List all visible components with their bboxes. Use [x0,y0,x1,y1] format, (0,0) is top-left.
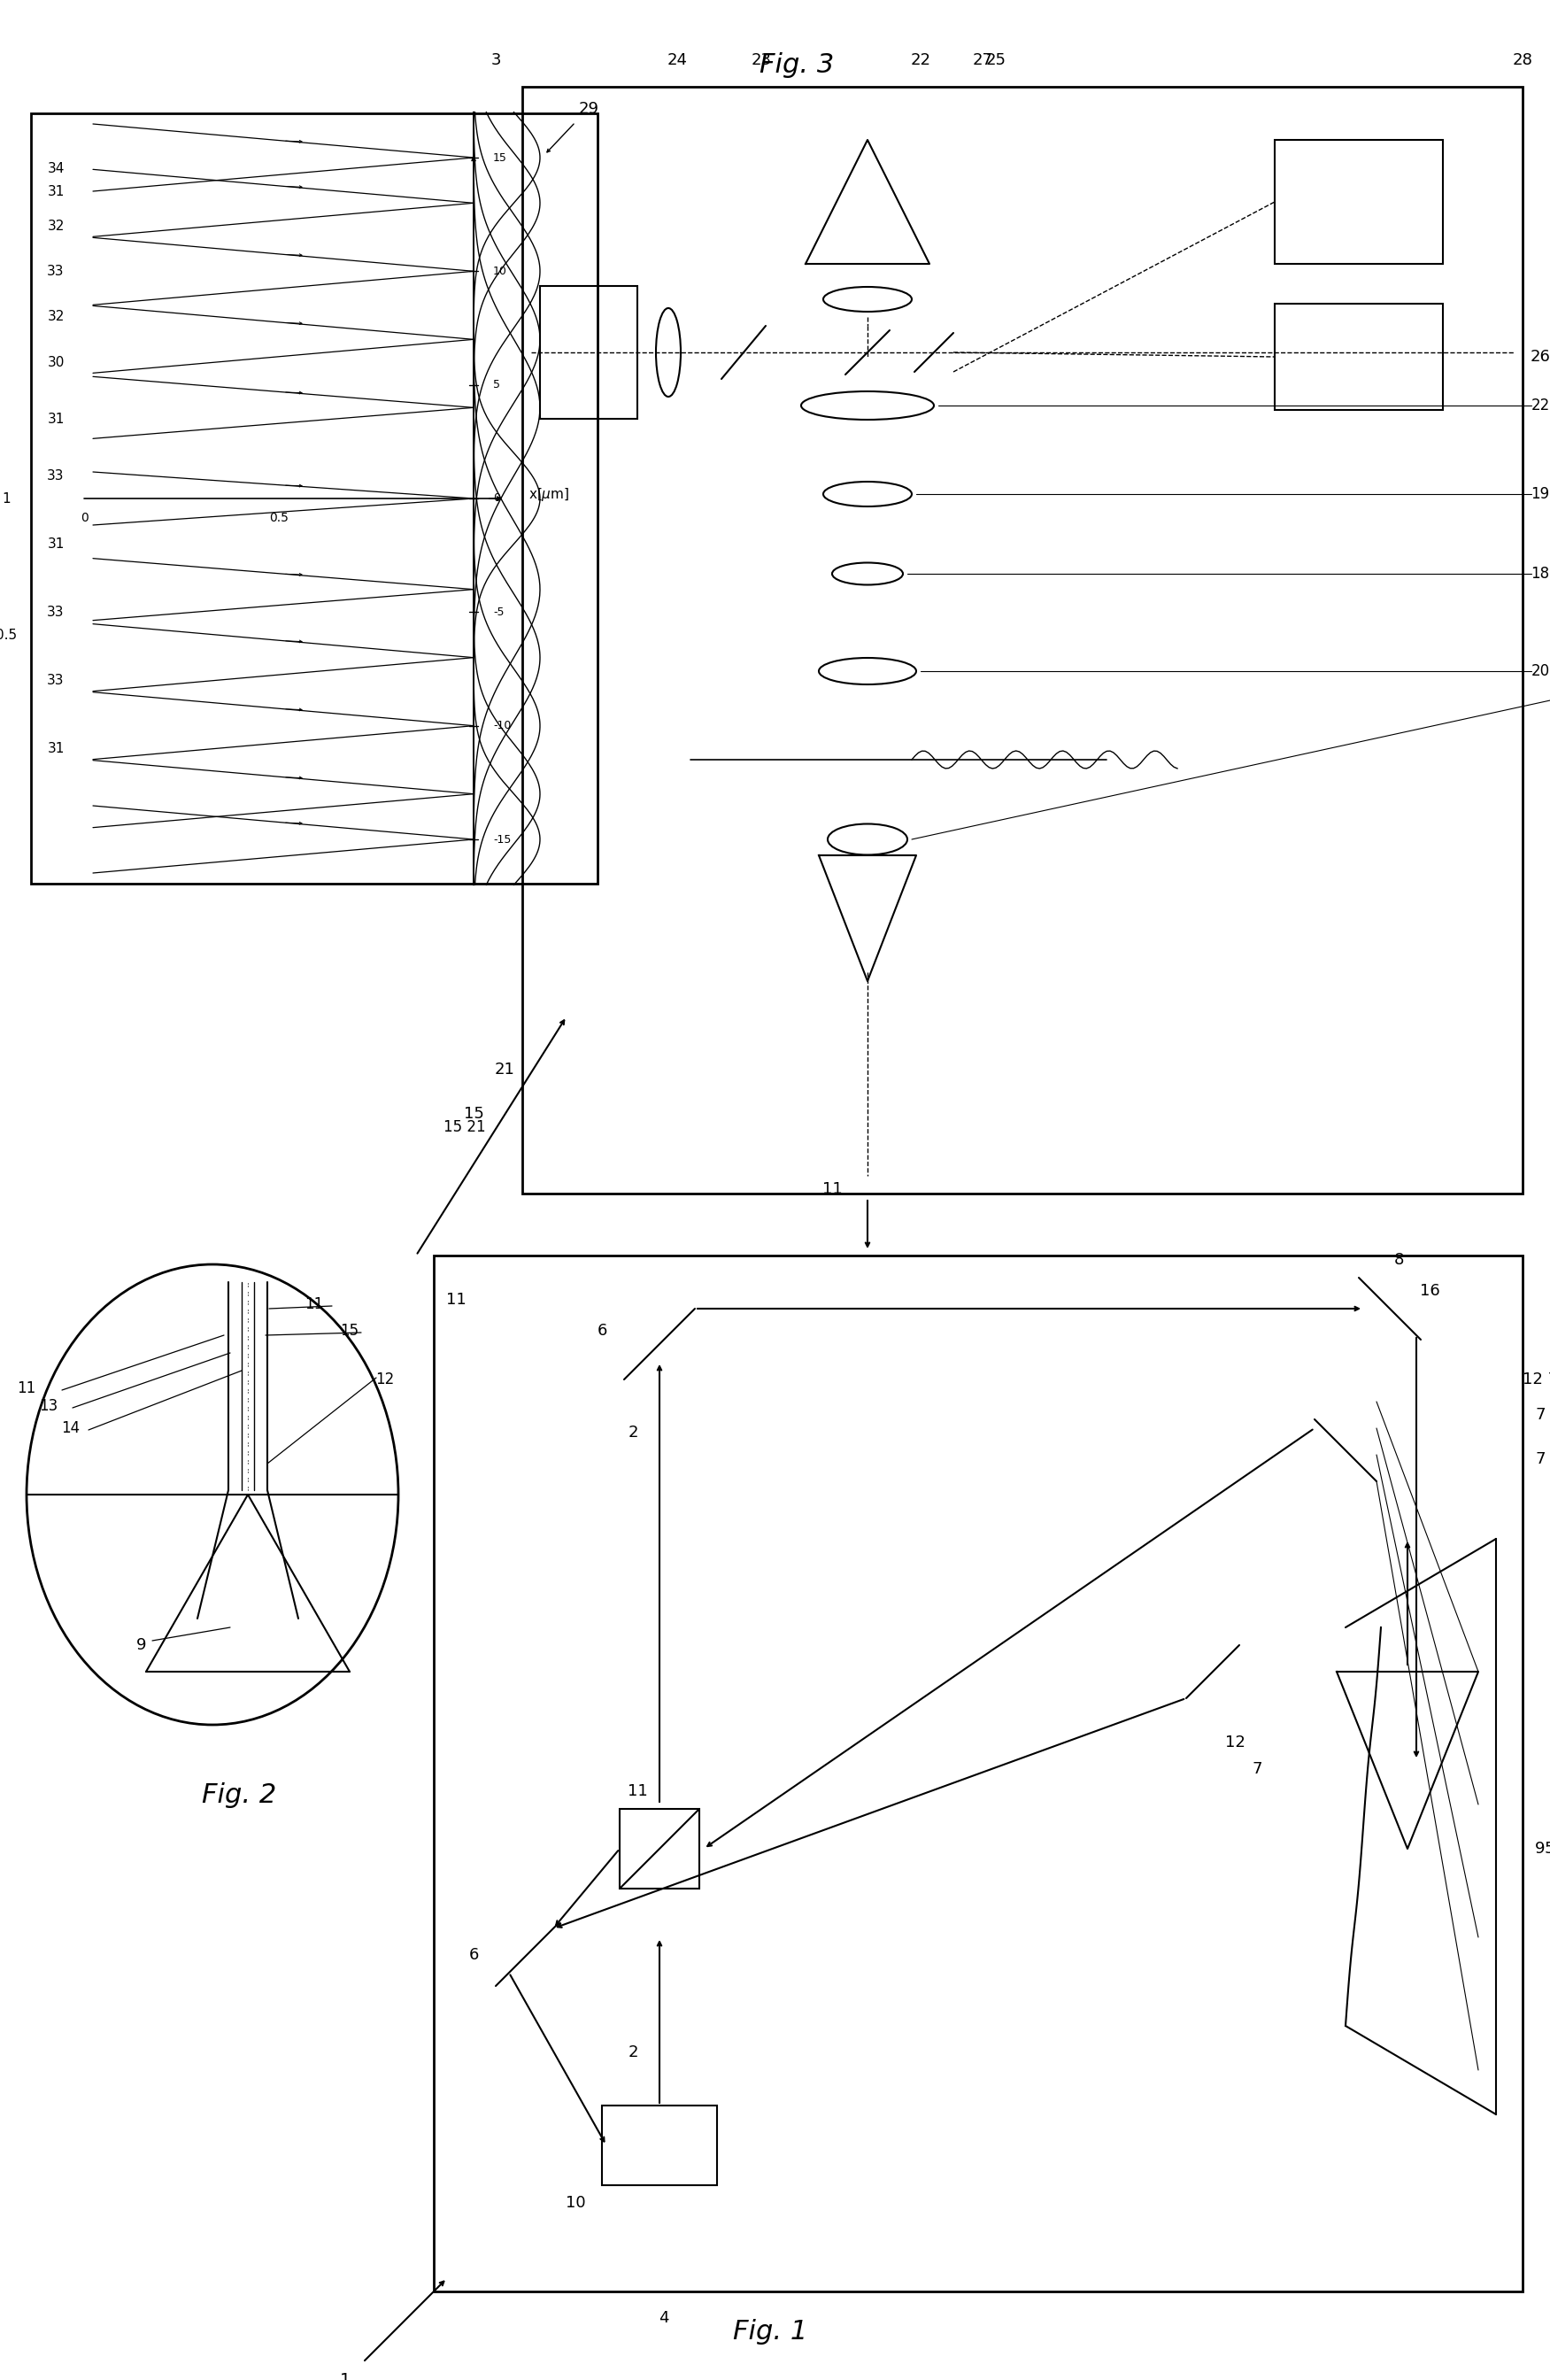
Text: 0.5: 0.5 [270,512,288,524]
Text: -15: -15 [493,833,512,845]
Text: 11: 11 [305,1297,324,1311]
Bar [1274,305,1443,409]
Text: 8: 8 [1393,1252,1404,1269]
Text: 0.5: 0.5 [0,628,17,643]
Text: 24: 24 [666,52,687,69]
Text: 7: 7 [1534,1407,1545,1423]
Text: 15: 15 [493,152,507,164]
Text: 0: 0 [493,493,501,505]
Text: 15: 15 [463,1107,484,1121]
Text: 34: 34 [46,162,65,176]
Text: 14: 14 [62,1421,81,1435]
Text: 28: 28 [1513,52,1533,69]
Text: 12 7: 12 7 [1522,1371,1550,1388]
Text: 10: 10 [493,267,507,276]
Text: -10: -10 [493,721,512,731]
Text: 33: 33 [46,605,65,619]
Text: 22: 22 [910,52,932,69]
Text: 33: 33 [46,264,65,278]
Bar [601,2106,718,2185]
Text: Fig. 2: Fig. 2 [201,1783,276,1809]
Bar [620,1809,699,1890]
Text: 12: 12 [375,1371,394,1388]
Text: 11: 11 [446,1292,467,1307]
Text: 3: 3 [491,52,501,69]
Text: 13: 13 [39,1397,57,1414]
Text: 16: 16 [1420,1283,1440,1299]
Text: 11: 11 [822,1180,842,1197]
Text: 5: 5 [1544,1840,1550,1856]
Text: 26: 26 [1530,350,1550,364]
Text: 33: 33 [46,469,65,483]
Bar [522,86,1522,1192]
Text: 11: 11 [17,1380,36,1397]
Text: 15 21: 15 21 [443,1119,485,1135]
Text: Fig. 1: Fig. 1 [733,2318,808,2344]
Text: 22: 22 [1531,397,1550,414]
Text: 29: 29 [578,100,598,117]
Text: 32: 32 [46,219,65,233]
Text: 6: 6 [597,1323,608,1338]
Text: 1: 1 [339,2370,350,2380]
Text: 11: 11 [628,1783,648,1799]
Bar [434,1257,1522,2292]
Text: 31: 31 [46,186,65,198]
Text: 5: 5 [493,378,501,390]
Text: 9: 9 [136,1637,147,1654]
Text: 33: 33 [46,674,65,688]
Text: x[$\mu$m]: x[$\mu$m] [529,486,569,502]
Text: 2: 2 [628,1426,639,1440]
Text: 31: 31 [46,743,65,754]
Text: Fig. 3: Fig. 3 [760,52,834,79]
Text: 18: 18 [1531,566,1550,581]
Bar [539,286,637,419]
Text: 27: 27 [972,52,992,69]
Text: 31: 31 [46,538,65,550]
Text: 10: 10 [566,2194,586,2211]
Text: 4: 4 [659,2311,670,2325]
Text: 2: 2 [628,2044,639,2061]
Text: 7: 7 [1534,1452,1545,1466]
Text: 1: 1 [2,493,11,505]
Text: 15: 15 [341,1323,360,1338]
Text: 25: 25 [986,52,1006,69]
Text: 19: 19 [1531,486,1550,502]
Text: 9: 9 [1534,1840,1545,1856]
Bar [1274,140,1443,264]
Text: 12: 12 [1224,1735,1245,1749]
Text: -5: -5 [493,607,504,619]
Text: 23: 23 [752,52,772,69]
Text: 20: 20 [1531,664,1550,678]
Text: 7: 7 [1252,1761,1262,1778]
Text: 30: 30 [46,355,65,369]
Text: 6: 6 [468,1947,479,1963]
Text: 21: 21 [494,1061,515,1078]
Text: 31: 31 [46,412,65,426]
Text: 32: 32 [46,309,65,324]
Text: 0: 0 [81,512,88,524]
Bar [31,114,597,883]
